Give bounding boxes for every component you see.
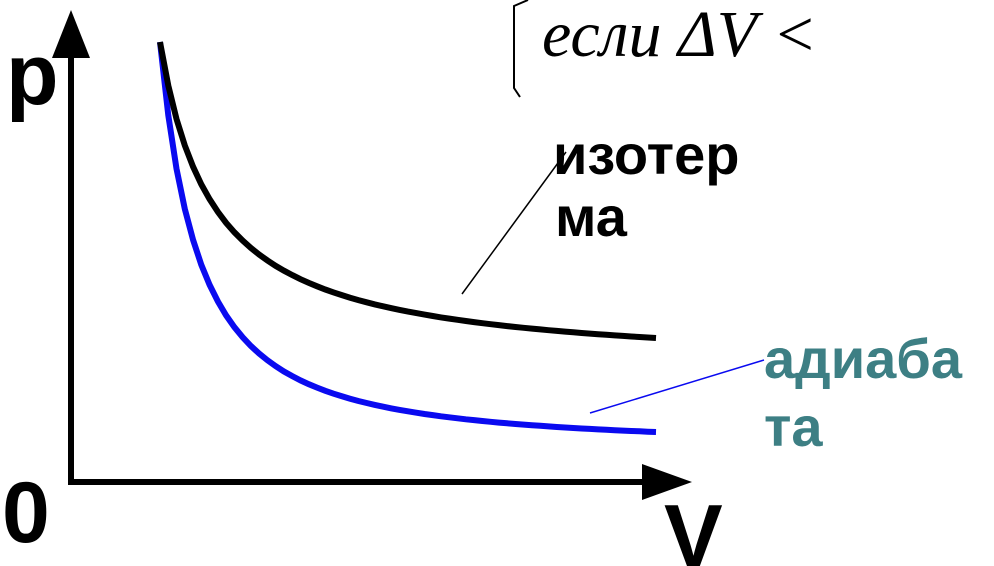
x-axis-label: V (664, 486, 723, 566)
y-axis-arrowhead (52, 10, 90, 58)
isotherm-curve (157, 41, 657, 341)
adiabat-label-line2: та (764, 395, 823, 458)
x-axis-arrowhead (642, 464, 692, 500)
adiabat-curve (157, 41, 657, 435)
isotherm-label-line2: ма (555, 185, 628, 248)
origin-label: 0 (2, 465, 50, 561)
y-axis-label: p (6, 27, 59, 123)
isotherm-leader-line (461, 151, 567, 295)
formula-text: если ΔV < (542, 0, 817, 71)
isotherm-label-line1: изотер (553, 123, 739, 186)
adiabat-label-line1: адиаба (764, 327, 963, 390)
formula-brace (513, 0, 529, 98)
adiabat-leader-line (589, 359, 765, 414)
